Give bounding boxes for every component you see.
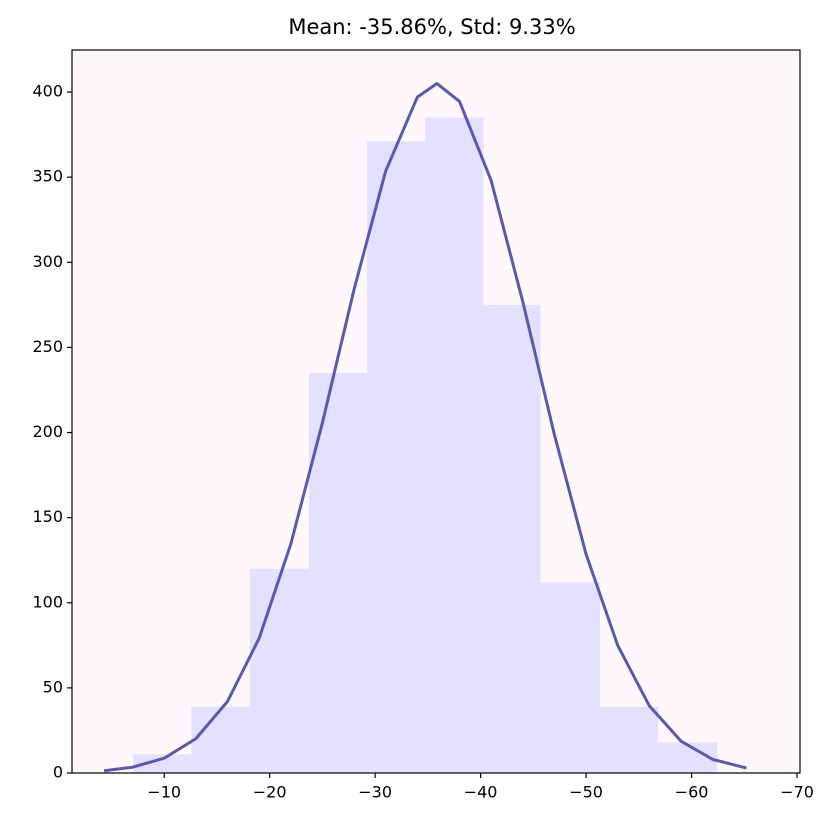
bar [133, 754, 192, 773]
bar [308, 372, 368, 773]
bar [599, 706, 659, 773]
y-tick-label: 400 [32, 82, 63, 101]
chart-title: Mean: -35.86%, Std: 9.33% [288, 15, 575, 39]
x-tick-label: −60 [675, 783, 709, 802]
x-tick-label: −10 [147, 783, 181, 802]
bar [249, 568, 309, 773]
x-tick-label: −50 [569, 783, 603, 802]
y-tick-label: 350 [32, 167, 63, 186]
y-tick-label: 250 [32, 337, 63, 356]
x-tick-label: −40 [464, 783, 498, 802]
y-tick-label: 100 [32, 592, 63, 611]
bar [483, 304, 541, 773]
x-tick-label: −20 [253, 783, 287, 802]
y-tick-label: 150 [32, 507, 63, 526]
x-tick-label: −30 [358, 783, 392, 802]
bar [425, 117, 484, 773]
y-tick-label: 300 [32, 252, 63, 271]
plot-frame [71, 49, 801, 774]
y-tick-label: 200 [32, 422, 63, 441]
y-tick-label: 50 [43, 677, 63, 696]
density-curve [103, 82, 747, 773]
bar [540, 582, 600, 773]
y-tick-label: 0 [53, 763, 63, 782]
bar [191, 706, 250, 773]
x-tick-label: −70 [780, 783, 814, 802]
bar [367, 141, 426, 773]
